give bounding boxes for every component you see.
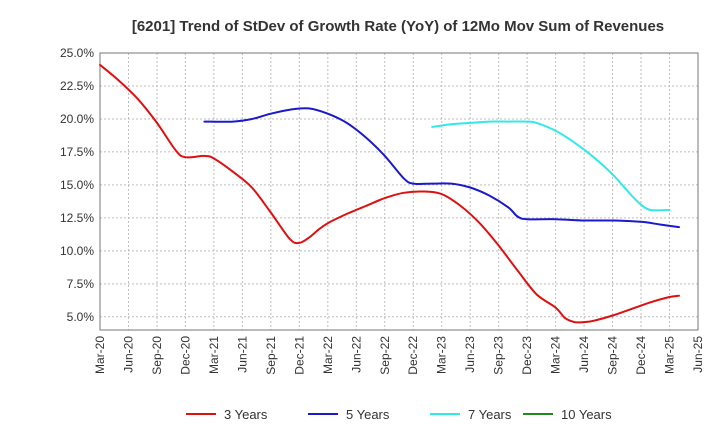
series-layer <box>99 63 680 324</box>
x-tick-label: Sep-24 <box>606 336 620 375</box>
y-tick-label: 15.0% <box>60 178 94 192</box>
y-tick-label: 12.5% <box>60 211 94 225</box>
y-tick-label: 22.5% <box>60 79 94 93</box>
legend-label-3-years: 3 Years <box>224 407 268 422</box>
x-tick-label: Jun-25 <box>691 336 705 373</box>
y-tick-label: 17.5% <box>60 145 94 159</box>
x-tick-label: Mar-24 <box>549 336 563 374</box>
legend: 3 Years 5 Years 7 Years 10 Years <box>186 407 612 422</box>
legend-label-10-years: 10 Years <box>561 407 612 422</box>
x-tick-label: Dec-21 <box>292 336 306 375</box>
x-tick-label: Mar-21 <box>207 336 221 374</box>
x-tick-label: Sep-20 <box>150 336 164 375</box>
y-tick-label: 5.0% <box>67 310 95 324</box>
x-tick-label: Dec-24 <box>634 336 648 375</box>
x-tick-label: Mar-23 <box>435 336 449 374</box>
legend-label-7-years: 7 Years <box>468 407 512 422</box>
x-tick-label: Sep-23 <box>492 336 506 375</box>
axis-layer: 5.0% 7.5% 10.0% 12.5% 15.0% 17.5% 20.0% 22.5% 25… <box>60 46 705 375</box>
y-tick-label: 20.0% <box>60 112 94 126</box>
plot-frame <box>99 52 699 331</box>
x-tick-label: Jun-20 <box>121 336 135 373</box>
x-tick-label: Jun-22 <box>349 336 363 373</box>
y-tick-label: 25.0% <box>60 46 94 60</box>
series-line-3-years <box>99 63 680 324</box>
x-tick-label: Dec-23 <box>520 336 534 375</box>
x-tick-label: Jun-23 <box>463 336 477 373</box>
chart-title: [6201] Trend of StDev of Growth Rate (Yo… <box>132 18 664 35</box>
x-tick-label: Sep-22 <box>378 336 392 375</box>
x-tick-label: Dec-22 <box>406 336 420 375</box>
x-tick-label: Jun-24 <box>577 336 591 373</box>
x-tick-label: Sep-21 <box>264 336 278 375</box>
grid-layer <box>99 52 699 330</box>
y-tick-label: 10.0% <box>60 244 94 258</box>
y-tick-label: 7.5% <box>67 277 95 291</box>
x-tick-label: Dec-20 <box>178 336 192 375</box>
x-tick-label: Mar-25 <box>663 336 677 374</box>
x-tick-label: Mar-22 <box>321 336 335 374</box>
x-tick-label: Mar-20 <box>93 336 107 374</box>
series-line-5-years <box>203 107 680 229</box>
x-tick-label: Jun-21 <box>235 336 249 373</box>
series-line-7-years <box>431 120 671 212</box>
legend-label-5-years: 5 Years <box>346 407 390 422</box>
